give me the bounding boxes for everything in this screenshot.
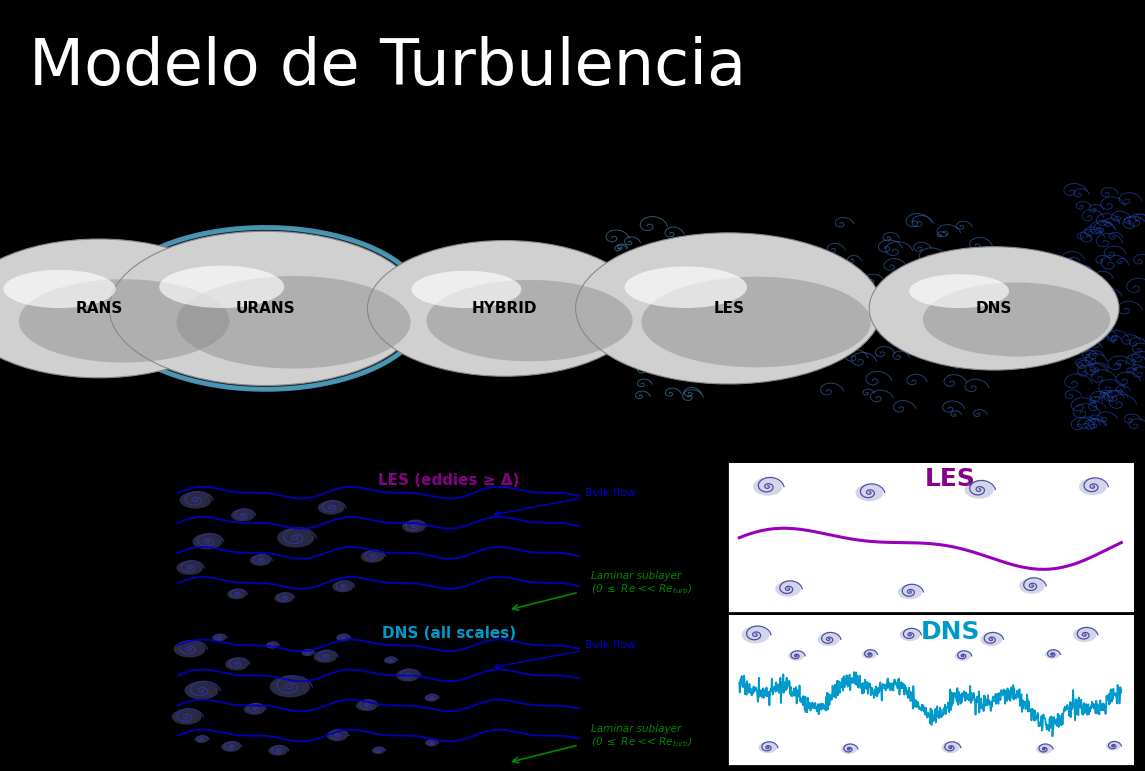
Ellipse shape xyxy=(425,739,437,746)
Ellipse shape xyxy=(425,694,439,702)
Ellipse shape xyxy=(402,520,425,533)
Ellipse shape xyxy=(980,632,1002,646)
Text: LES (eddies ≥ Δ): LES (eddies ≥ Δ) xyxy=(378,473,520,488)
Ellipse shape xyxy=(941,742,960,753)
Y-axis label: $u(\vec{x},t)$: $u(\vec{x},t)$ xyxy=(705,670,725,711)
Ellipse shape xyxy=(269,746,287,756)
Ellipse shape xyxy=(301,649,314,656)
Text: Laminar sublayer: Laminar sublayer xyxy=(591,724,681,734)
Ellipse shape xyxy=(250,554,271,566)
Ellipse shape xyxy=(275,593,293,603)
Ellipse shape xyxy=(900,628,921,641)
Ellipse shape xyxy=(176,561,203,575)
Ellipse shape xyxy=(212,634,226,641)
Text: Reynolds Averaged Navier Stokes: Reynolds Averaged Navier Stokes xyxy=(166,140,354,150)
Text: Increasing Complexity : Increasing Model Size : Increasing Solution Time : Incre: Increasing Complexity : Increasing Model… xyxy=(293,446,852,459)
Ellipse shape xyxy=(624,267,747,308)
Ellipse shape xyxy=(964,480,994,499)
Ellipse shape xyxy=(0,239,239,378)
Ellipse shape xyxy=(192,534,222,550)
Ellipse shape xyxy=(266,642,278,648)
Ellipse shape xyxy=(172,709,202,725)
Ellipse shape xyxy=(227,589,246,599)
Ellipse shape xyxy=(1079,478,1107,495)
Ellipse shape xyxy=(277,528,315,547)
Ellipse shape xyxy=(898,584,922,599)
Ellipse shape xyxy=(384,657,396,664)
Ellipse shape xyxy=(1036,744,1052,754)
Text: URANS: URANS xyxy=(236,301,295,316)
Ellipse shape xyxy=(869,247,1119,370)
Ellipse shape xyxy=(3,270,116,308)
Ellipse shape xyxy=(221,742,240,752)
Ellipse shape xyxy=(759,742,776,753)
Ellipse shape xyxy=(184,682,219,699)
Text: DNS (all scales): DNS (all scales) xyxy=(382,626,516,641)
Ellipse shape xyxy=(326,730,348,741)
Y-axis label: $u(\vec{x},t)$: $u(\vec{x},t)$ xyxy=(705,517,725,558)
Ellipse shape xyxy=(332,581,354,592)
Ellipse shape xyxy=(226,658,248,670)
Text: LES: LES xyxy=(713,301,744,316)
Text: Scale Resolving Simulation: Scale Resolving Simulation xyxy=(758,140,908,150)
Ellipse shape xyxy=(231,509,254,521)
Ellipse shape xyxy=(18,279,230,362)
Ellipse shape xyxy=(335,634,350,641)
Ellipse shape xyxy=(818,632,839,646)
Text: (0 $\leq$ Re << Re$_{turb}$): (0 $\leq$ Re << Re$_{turb}$) xyxy=(591,582,693,596)
Ellipse shape xyxy=(270,676,310,698)
Ellipse shape xyxy=(576,233,882,384)
Ellipse shape xyxy=(244,704,266,715)
Ellipse shape xyxy=(174,641,206,658)
Ellipse shape xyxy=(641,277,871,367)
Text: Turbulent core: Turbulent core xyxy=(453,685,647,695)
Ellipse shape xyxy=(314,651,337,663)
Ellipse shape xyxy=(176,276,411,369)
X-axis label: t: t xyxy=(927,614,933,632)
Text: Bulk flow: Bulk flow xyxy=(495,641,635,668)
Ellipse shape xyxy=(1019,578,1044,594)
Ellipse shape xyxy=(1106,742,1121,751)
Text: Laminar sublayer: Laminar sublayer xyxy=(591,571,681,581)
Text: Bulk flow: Bulk flow xyxy=(495,488,635,516)
Ellipse shape xyxy=(396,669,419,682)
Ellipse shape xyxy=(753,477,782,496)
Ellipse shape xyxy=(109,231,421,386)
Ellipse shape xyxy=(775,581,800,597)
Text: Turbulent core: Turbulent core xyxy=(453,533,647,543)
Ellipse shape xyxy=(788,651,804,661)
Ellipse shape xyxy=(1045,650,1059,659)
Text: HYBRID: HYBRID xyxy=(472,301,538,316)
Ellipse shape xyxy=(361,550,384,563)
Ellipse shape xyxy=(840,744,858,754)
Ellipse shape xyxy=(195,736,208,743)
Ellipse shape xyxy=(372,747,385,754)
Ellipse shape xyxy=(411,271,521,308)
Ellipse shape xyxy=(909,274,1009,308)
Ellipse shape xyxy=(923,282,1111,356)
X-axis label: t: t xyxy=(927,767,933,771)
Ellipse shape xyxy=(356,700,377,711)
Ellipse shape xyxy=(318,500,345,515)
Text: Modelo de Turbulencia: Modelo de Turbulencia xyxy=(29,35,745,98)
Ellipse shape xyxy=(742,626,769,643)
Ellipse shape xyxy=(368,241,642,376)
Ellipse shape xyxy=(955,651,971,661)
Text: DNS: DNS xyxy=(976,301,1012,316)
Ellipse shape xyxy=(427,280,633,362)
Ellipse shape xyxy=(862,650,877,659)
Text: RANS: RANS xyxy=(76,301,123,316)
Text: (0 $\leq$ Re << Re$_{turb}$): (0 $\leq$ Re << Re$_{turb}$) xyxy=(591,735,693,749)
Ellipse shape xyxy=(1073,628,1097,642)
Text: DNS: DNS xyxy=(921,620,980,644)
Ellipse shape xyxy=(855,484,883,501)
Ellipse shape xyxy=(180,492,212,509)
Ellipse shape xyxy=(159,265,284,308)
Text: LES: LES xyxy=(925,467,976,491)
